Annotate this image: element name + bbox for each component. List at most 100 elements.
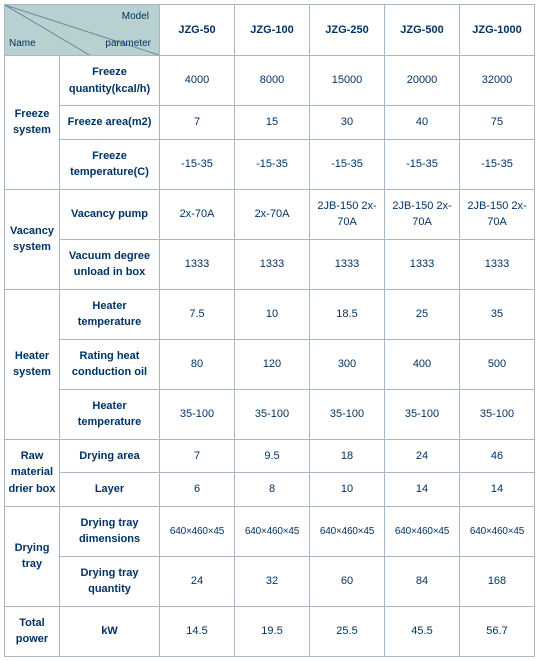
value-cell: 30 — [310, 106, 385, 140]
parameter-cell: Vacancy pump — [60, 189, 160, 239]
value-cell: 7.5 — [160, 289, 235, 339]
header-label-model: Model — [122, 9, 149, 24]
value-cell: 19.5 — [235, 606, 310, 656]
value-cell: 60 — [310, 556, 385, 606]
value-cell: 168 — [460, 556, 535, 606]
value-cell: 32000 — [460, 56, 535, 106]
value-cell: 45.5 — [385, 606, 460, 656]
value-cell: 80 — [160, 339, 235, 389]
value-cell: 24 — [385, 439, 460, 473]
value-cell: 35-100 — [160, 389, 235, 439]
value-cell: 40 — [385, 106, 460, 140]
value-cell: 14 — [460, 473, 535, 507]
table-row: Freeze systemFreeze quantity(kcal/h)4000… — [5, 56, 535, 106]
value-cell: 35-100 — [235, 389, 310, 439]
value-cell: 35 — [460, 289, 535, 339]
parameter-cell: Heater temperature — [60, 389, 160, 439]
value-cell: 18.5 — [310, 289, 385, 339]
value-cell: 46 — [460, 439, 535, 473]
value-cell: 1333 — [385, 239, 460, 289]
value-cell: 35-100 — [460, 389, 535, 439]
table-row: Raw material drier boxDrying area79.5182… — [5, 439, 535, 473]
spec-table: Model Name parameter JZG-50 JZG-100 JZG-… — [4, 4, 535, 657]
value-cell: 24 — [160, 556, 235, 606]
value-cell: 75 — [460, 106, 535, 140]
value-cell: 8 — [235, 473, 310, 507]
value-cell: 1333 — [160, 239, 235, 289]
value-cell: 25 — [385, 289, 460, 339]
model-col-1: JZG-100 — [235, 5, 310, 56]
model-col-3: JZG-500 — [385, 5, 460, 56]
value-cell: 35-100 — [310, 389, 385, 439]
value-cell: 640×460×45 — [385, 506, 460, 556]
table-row: Vacancy systemVacancy pump2x-70A2x-70A2J… — [5, 189, 535, 239]
value-cell: 640×460×45 — [460, 506, 535, 556]
value-cell: 500 — [460, 339, 535, 389]
parameter-cell: Rating heat conduction oil — [60, 339, 160, 389]
value-cell: 14.5 — [160, 606, 235, 656]
value-cell: 4000 — [160, 56, 235, 106]
header-label-name: Name — [9, 36, 36, 51]
category-cell: Heater system — [5, 289, 60, 439]
table-row: Rating heat conduction oil80120300400500 — [5, 339, 535, 389]
parameter-cell: Heater temperature — [60, 289, 160, 339]
value-cell: 640×460×45 — [235, 506, 310, 556]
value-cell: 1333 — [235, 239, 310, 289]
value-cell: 400 — [385, 339, 460, 389]
value-cell: 1333 — [460, 239, 535, 289]
value-cell: 640×460×45 — [310, 506, 385, 556]
value-cell: 32 — [235, 556, 310, 606]
model-col-2: JZG-250 — [310, 5, 385, 56]
value-cell: 2JB-150 2x-70A — [460, 189, 535, 239]
parameter-cell: Drying tray dimensions — [60, 506, 160, 556]
parameter-cell: Freeze quantity(kcal/h) — [60, 56, 160, 106]
category-cell: Vacancy system — [5, 189, 60, 289]
table-row: Drying trayDrying tray dimensions640×460… — [5, 506, 535, 556]
value-cell: 25.5 — [310, 606, 385, 656]
table-row: Heater systemHeater temperature7.51018.5… — [5, 289, 535, 339]
value-cell: 14 — [385, 473, 460, 507]
header-diagonal-cell: Model Name parameter — [5, 5, 160, 56]
parameter-cell: Drying tray quantity — [60, 556, 160, 606]
value-cell: 15 — [235, 106, 310, 140]
parameter-cell: Vacuum degree unload in box — [60, 239, 160, 289]
value-cell: -15-35 — [310, 139, 385, 189]
value-cell: 2x-70A — [160, 189, 235, 239]
value-cell: 2JB-150 2x-70A — [310, 189, 385, 239]
parameter-cell: Layer — [60, 473, 160, 507]
value-cell: 15000 — [310, 56, 385, 106]
value-cell: 7 — [160, 439, 235, 473]
value-cell: 640×460×45 — [160, 506, 235, 556]
value-cell: -15-35 — [385, 139, 460, 189]
value-cell: 7 — [160, 106, 235, 140]
value-cell: 8000 — [235, 56, 310, 106]
category-cell: Raw material drier box — [5, 439, 60, 506]
value-cell: 56.7 — [460, 606, 535, 656]
table-row: Layer68101414 — [5, 473, 535, 507]
table-row: Heater temperature35-10035-10035-10035-1… — [5, 389, 535, 439]
value-cell: 1333 — [310, 239, 385, 289]
value-cell: 300 — [310, 339, 385, 389]
value-cell: 35-100 — [385, 389, 460, 439]
table-body: Freeze systemFreeze quantity(kcal/h)4000… — [5, 56, 535, 657]
category-cell: Drying tray — [5, 506, 60, 606]
table-row: Drying tray quantity24326084168 — [5, 556, 535, 606]
value-cell: -15-35 — [460, 139, 535, 189]
value-cell: 2JB-150 2x-70A — [385, 189, 460, 239]
value-cell: 20000 — [385, 56, 460, 106]
category-cell: Total power — [5, 606, 60, 656]
value-cell: 10 — [310, 473, 385, 507]
value-cell: -15-35 — [160, 139, 235, 189]
table-row: Total powerkW14.519.525.545.556.7 — [5, 606, 535, 656]
model-col-4: JZG-1000 — [460, 5, 535, 56]
value-cell: 6 — [160, 473, 235, 507]
value-cell: 18 — [310, 439, 385, 473]
parameter-cell: Freeze area(m2) — [60, 106, 160, 140]
value-cell: 9.5 — [235, 439, 310, 473]
table-row: Freeze temperature(C)-15-35-15-35-15-35-… — [5, 139, 535, 189]
model-col-0: JZG-50 — [160, 5, 235, 56]
parameter-cell: Freeze temperature(C) — [60, 139, 160, 189]
value-cell: -15-35 — [235, 139, 310, 189]
table-row: Freeze area(m2)715304075 — [5, 106, 535, 140]
value-cell: 120 — [235, 339, 310, 389]
